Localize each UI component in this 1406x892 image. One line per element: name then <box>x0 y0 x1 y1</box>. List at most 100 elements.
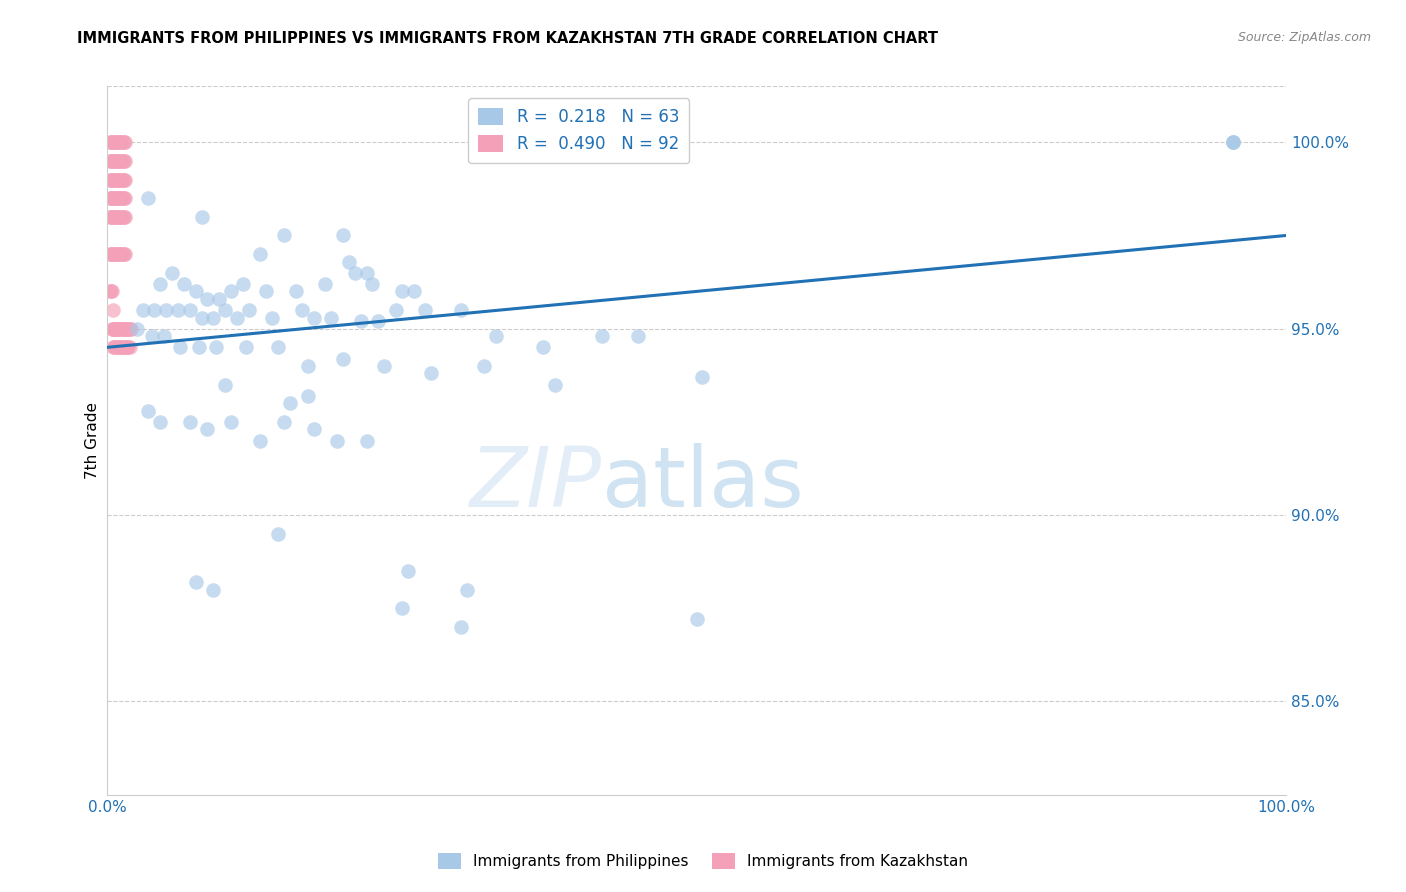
Immigrants from Kazakhstan <box>108 210 131 224</box>
Immigrants from Philippines <box>391 601 413 615</box>
Immigrants from Philippines <box>202 310 225 325</box>
Immigrants from Kazakhstan <box>107 210 129 224</box>
Immigrants from Kazakhstan <box>111 153 134 168</box>
Immigrants from Philippines <box>197 292 219 306</box>
Immigrants from Kazakhstan <box>105 191 128 205</box>
Immigrants from Kazakhstan <box>107 247 129 261</box>
Immigrants from Kazakhstan <box>98 153 121 168</box>
Immigrants from Kazakhstan <box>114 172 136 186</box>
Immigrants from Kazakhstan <box>114 136 136 150</box>
Immigrants from Kazakhstan <box>114 153 136 168</box>
Immigrants from Philippines <box>197 422 219 436</box>
Immigrants from Kazakhstan <box>103 247 125 261</box>
Immigrants from Philippines <box>125 321 148 335</box>
Immigrants from Philippines <box>332 228 354 243</box>
Immigrants from Kazakhstan <box>105 136 128 150</box>
Immigrants from Philippines <box>179 303 201 318</box>
Immigrants from Philippines <box>273 415 295 429</box>
Immigrants from Kazakhstan <box>104 247 127 261</box>
Text: atlas: atlas <box>602 442 804 524</box>
Immigrants from Kazakhstan <box>100 285 122 299</box>
Immigrants from Kazakhstan <box>108 153 131 168</box>
Immigrants from Kazakhstan <box>108 153 131 168</box>
Immigrants from Philippines <box>273 228 295 243</box>
Immigrants from Kazakhstan <box>118 321 141 335</box>
Immigrants from Philippines <box>225 310 247 325</box>
Immigrants from Philippines <box>531 340 554 354</box>
Immigrants from Philippines <box>373 359 395 373</box>
Immigrants from Kazakhstan <box>107 340 129 354</box>
Immigrants from Kazakhstan <box>110 191 132 205</box>
Immigrants from Philippines <box>367 314 389 328</box>
Immigrants from Kazakhstan <box>100 153 122 168</box>
Immigrants from Kazakhstan <box>114 321 136 335</box>
Immigrants from Philippines <box>232 277 254 291</box>
Immigrants from Kazakhstan <box>105 172 128 186</box>
Text: Source: ZipAtlas.com: Source: ZipAtlas.com <box>1237 31 1371 45</box>
Immigrants from Philippines <box>167 303 190 318</box>
Immigrants from Philippines <box>485 329 508 343</box>
Immigrants from Kazakhstan <box>104 153 127 168</box>
Immigrants from Kazakhstan <box>114 340 136 354</box>
Immigrants from Philippines <box>249 434 271 448</box>
Immigrants from Kazakhstan <box>101 136 124 150</box>
Immigrants from Philippines <box>238 303 260 318</box>
Immigrants from Kazakhstan <box>108 136 131 150</box>
Immigrants from Philippines <box>1222 136 1244 150</box>
Immigrants from Philippines <box>190 310 212 325</box>
Immigrants from Kazakhstan <box>112 172 135 186</box>
Immigrants from Kazakhstan <box>101 172 124 186</box>
Immigrants from Kazakhstan <box>108 340 131 354</box>
Immigrants from Philippines <box>415 303 437 318</box>
Immigrants from Kazakhstan <box>120 321 142 335</box>
Immigrants from Kazakhstan <box>103 210 125 224</box>
Immigrants from Philippines <box>350 314 373 328</box>
Immigrants from Kazakhstan <box>101 247 124 261</box>
Immigrants from Kazakhstan <box>111 172 134 186</box>
Immigrants from Kazakhstan <box>104 210 127 224</box>
Immigrants from Kazakhstan <box>112 153 135 168</box>
Immigrants from Kazakhstan <box>112 191 135 205</box>
Immigrants from Philippines <box>262 310 284 325</box>
Immigrants from Kazakhstan <box>101 210 124 224</box>
Immigrants from Philippines <box>188 340 211 354</box>
Immigrants from Kazakhstan <box>118 340 141 354</box>
Immigrants from Kazakhstan <box>107 136 129 150</box>
Immigrants from Philippines <box>208 292 231 306</box>
Immigrants from Kazakhstan <box>101 153 124 168</box>
Immigrants from Kazakhstan <box>104 191 127 205</box>
Immigrants from Kazakhstan <box>103 136 125 150</box>
Immigrants from Kazakhstan <box>104 321 127 335</box>
Immigrants from Kazakhstan <box>110 247 132 261</box>
Immigrants from Kazakhstan <box>103 191 125 205</box>
Immigrants from Kazakhstan <box>98 210 121 224</box>
Immigrants from Philippines <box>297 389 319 403</box>
Immigrants from Kazakhstan <box>110 210 132 224</box>
Immigrants from Kazakhstan <box>101 303 124 318</box>
Immigrants from Kazakhstan <box>114 191 136 205</box>
Immigrants from Philippines <box>456 582 478 597</box>
Immigrants from Philippines <box>326 434 349 448</box>
Immigrants from Kazakhstan <box>105 340 128 354</box>
Immigrants from Kazakhstan <box>108 136 131 150</box>
Immigrants from Philippines <box>544 377 567 392</box>
Immigrants from Kazakhstan <box>108 172 131 186</box>
Immigrants from Philippines <box>361 277 384 291</box>
Immigrants from Kazakhstan <box>101 247 124 261</box>
Immigrants from Kazakhstan <box>107 153 129 168</box>
Immigrants from Kazakhstan <box>101 136 124 150</box>
Immigrants from Philippines <box>474 359 496 373</box>
Immigrants from Kazakhstan <box>103 172 125 186</box>
Immigrants from Kazakhstan <box>107 191 129 205</box>
Immigrants from Kazakhstan <box>108 340 131 354</box>
Immigrants from Kazakhstan <box>100 247 122 261</box>
Immigrants from Kazakhstan <box>110 321 132 335</box>
Immigrants from Kazakhstan <box>101 321 124 335</box>
Immigrants from Kazakhstan <box>104 172 127 186</box>
Immigrants from Philippines <box>184 285 207 299</box>
Immigrants from Kazakhstan <box>111 321 134 335</box>
Immigrants from Kazakhstan <box>108 321 131 335</box>
Immigrants from Philippines <box>219 285 242 299</box>
Immigrants from Philippines <box>143 303 166 318</box>
Immigrants from Kazakhstan <box>103 153 125 168</box>
